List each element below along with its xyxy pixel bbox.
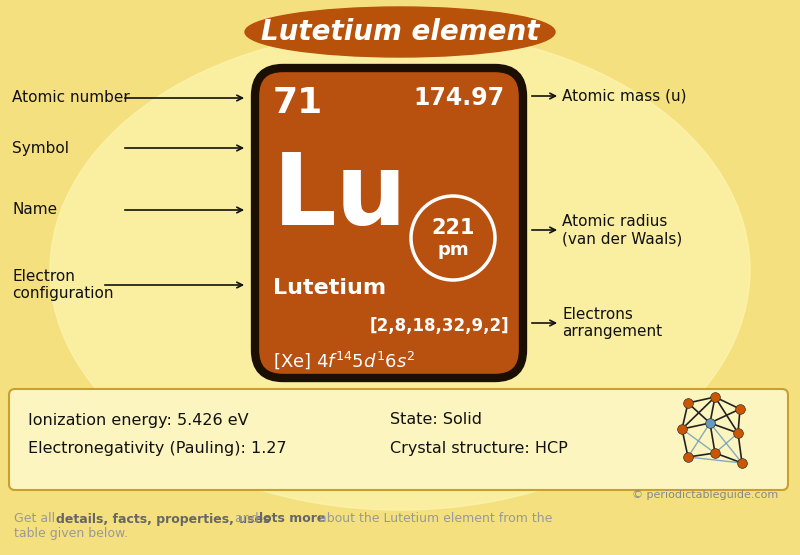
Text: and: and bbox=[231, 512, 262, 526]
Text: 174.97: 174.97 bbox=[414, 86, 505, 110]
Text: Atomic number: Atomic number bbox=[12, 90, 130, 105]
Circle shape bbox=[411, 196, 495, 280]
Text: Atomic radius
(van der Waals): Atomic radius (van der Waals) bbox=[562, 214, 682, 246]
Text: Get all: Get all bbox=[14, 512, 59, 526]
Text: State: Solid: State: Solid bbox=[390, 412, 482, 427]
Text: Electrons
arrangement: Electrons arrangement bbox=[562, 307, 662, 339]
Text: Symbol: Symbol bbox=[12, 140, 69, 155]
Text: table given below.: table given below. bbox=[14, 527, 128, 541]
Text: 71: 71 bbox=[273, 86, 323, 120]
Text: $[\mathrm{Xe}]\ 4f^{14}5d^{1}6s^{2}$: $[\mathrm{Xe}]\ 4f^{14}5d^{1}6s^{2}$ bbox=[273, 349, 415, 371]
Text: pm: pm bbox=[437, 241, 469, 259]
Text: Lu: Lu bbox=[273, 149, 408, 246]
Text: Name: Name bbox=[12, 203, 57, 218]
Text: Crystal structure: HCP: Crystal structure: HCP bbox=[390, 441, 568, 456]
Text: Ionization energy: 5.426 eV: Ionization energy: 5.426 eV bbox=[28, 412, 249, 427]
Text: Lutetium element: Lutetium element bbox=[261, 18, 539, 46]
Text: Electron
configuration: Electron configuration bbox=[12, 269, 114, 301]
Ellipse shape bbox=[245, 7, 555, 57]
Text: details, facts, properties, uses: details, facts, properties, uses bbox=[56, 512, 270, 526]
Text: © periodictableguide.com: © periodictableguide.com bbox=[632, 490, 778, 500]
Text: lots more: lots more bbox=[259, 512, 326, 526]
FancyBboxPatch shape bbox=[9, 389, 788, 490]
Text: Atomic mass (u): Atomic mass (u) bbox=[562, 88, 686, 103]
Text: Lutetium: Lutetium bbox=[273, 278, 386, 298]
Ellipse shape bbox=[50, 30, 750, 510]
Text: 221: 221 bbox=[431, 218, 474, 238]
FancyBboxPatch shape bbox=[255, 68, 523, 378]
Text: about the Lutetium element from the: about the Lutetium element from the bbox=[315, 512, 552, 526]
Text: Electronegativity (Pauling): 1.27: Electronegativity (Pauling): 1.27 bbox=[28, 441, 286, 456]
Text: [2,8,18,32,9,2]: [2,8,18,32,9,2] bbox=[370, 317, 509, 335]
